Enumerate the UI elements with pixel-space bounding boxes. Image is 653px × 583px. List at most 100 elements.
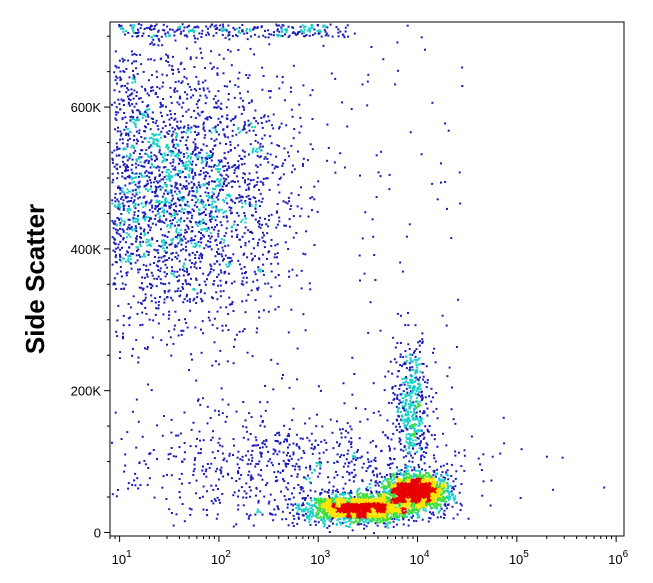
- scatter-point: [179, 219, 182, 222]
- scatter-point: [166, 131, 169, 134]
- scatter-point: [140, 149, 143, 152]
- scatter-point: [346, 125, 349, 128]
- scatter-point: [148, 209, 151, 212]
- scatter-point: [251, 259, 254, 262]
- scatter-point: [171, 266, 173, 269]
- scatter-point: [333, 511, 336, 514]
- scatter-point: [300, 207, 303, 210]
- scatter-point: [302, 508, 305, 511]
- scatter-point: [188, 220, 191, 223]
- scatter-point: [147, 123, 150, 125]
- scatter-point: [160, 207, 163, 210]
- scatter-point: [250, 179, 253, 182]
- scatter-point: [240, 112, 243, 115]
- scatter-point: [382, 510, 384, 513]
- scatter-point: [163, 240, 166, 242]
- scatter-point: [147, 156, 150, 159]
- scatter-point: [163, 157, 166, 160]
- scatter-point: [129, 152, 132, 155]
- scatter-point: [112, 283, 115, 286]
- scatter-point: [186, 146, 189, 149]
- scatter-point: [129, 190, 132, 193]
- scatter-point: [127, 303, 130, 305]
- scatter-point: [258, 225, 261, 228]
- scatter-point: [157, 307, 160, 310]
- scatter-point: [354, 517, 357, 520]
- scatter-point: [167, 148, 170, 151]
- scatter-point: [163, 271, 166, 274]
- scatter-point: [418, 466, 420, 469]
- scatter-point: [399, 471, 402, 474]
- scatter-point: [246, 256, 249, 259]
- scatter-point: [152, 140, 155, 143]
- scatter-point: [173, 209, 175, 212]
- scatter-point: [169, 123, 171, 126]
- scatter-point: [144, 171, 147, 174]
- scatter-point: [136, 109, 139, 112]
- scatter-point: [137, 203, 140, 206]
- scatter-point: [158, 146, 161, 149]
- scatter-point: [240, 267, 243, 270]
- scatter-point: [186, 136, 189, 139]
- scatter-point: [326, 514, 329, 517]
- scatter-point: [364, 211, 367, 214]
- scatter-point: [190, 353, 193, 356]
- scatter-point: [163, 176, 166, 179]
- scatter-point: [140, 156, 143, 159]
- scatter-point: [207, 240, 210, 243]
- scatter-point: [166, 153, 169, 156]
- scatter-point: [114, 117, 117, 120]
- scatter-point: [243, 150, 246, 153]
- scatter-point: [187, 129, 190, 132]
- scatter-point: [332, 505, 335, 508]
- scatter-point: [288, 275, 291, 278]
- scatter-point: [296, 504, 299, 507]
- scatter-point: [244, 181, 246, 184]
- scatter-point: [241, 206, 244, 208]
- scatter-point: [314, 505, 317, 508]
- scatter-point: [434, 483, 437, 485]
- scatter-point: [150, 185, 153, 188]
- scatter-point: [266, 177, 269, 180]
- scatter-point: [180, 160, 183, 163]
- scatter-point: [182, 101, 185, 104]
- scatter-point: [437, 504, 440, 507]
- scatter-point: [177, 80, 180, 83]
- scatter-point: [128, 157, 131, 160]
- scatter-point: [293, 128, 296, 131]
- scatter-point: [151, 210, 154, 213]
- scatter-point: [384, 503, 387, 506]
- scatter-point: [144, 306, 147, 309]
- scatter-point: [254, 203, 257, 206]
- scatter-point: [154, 91, 157, 94]
- scatter-point: [161, 156, 164, 159]
- scatter-point: [194, 246, 196, 248]
- scatter-point: [206, 182, 209, 185]
- scatter-point: [216, 223, 218, 226]
- scatter-point: [347, 525, 350, 528]
- scatter-point: [182, 301, 185, 304]
- scatter-point: [219, 306, 222, 309]
- scatter-point: [186, 93, 189, 96]
- scatter-point: [318, 506, 321, 509]
- scatter-point: [170, 175, 173, 177]
- scatter-point: [162, 159, 165, 162]
- scatter-point: [194, 174, 197, 177]
- scatter-point: [128, 104, 131, 107]
- scatter-point: [180, 333, 183, 336]
- scatter-point: [138, 132, 141, 135]
- scatter-point: [185, 267, 188, 270]
- scatter-point: [202, 121, 205, 124]
- scatter-point: [119, 165, 122, 168]
- scatter-point: [196, 100, 199, 103]
- scatter-point: [198, 87, 201, 90]
- scatter-point: [366, 494, 369, 497]
- scatter-point: [137, 164, 140, 167]
- scatter-point: [326, 497, 329, 500]
- scatter-point: [241, 280, 244, 283]
- scatter-point: [157, 185, 160, 188]
- scatter-point: [377, 515, 380, 518]
- scatter-point: [202, 272, 205, 275]
- scatter-point: [122, 237, 125, 239]
- scatter-point: [162, 247, 165, 250]
